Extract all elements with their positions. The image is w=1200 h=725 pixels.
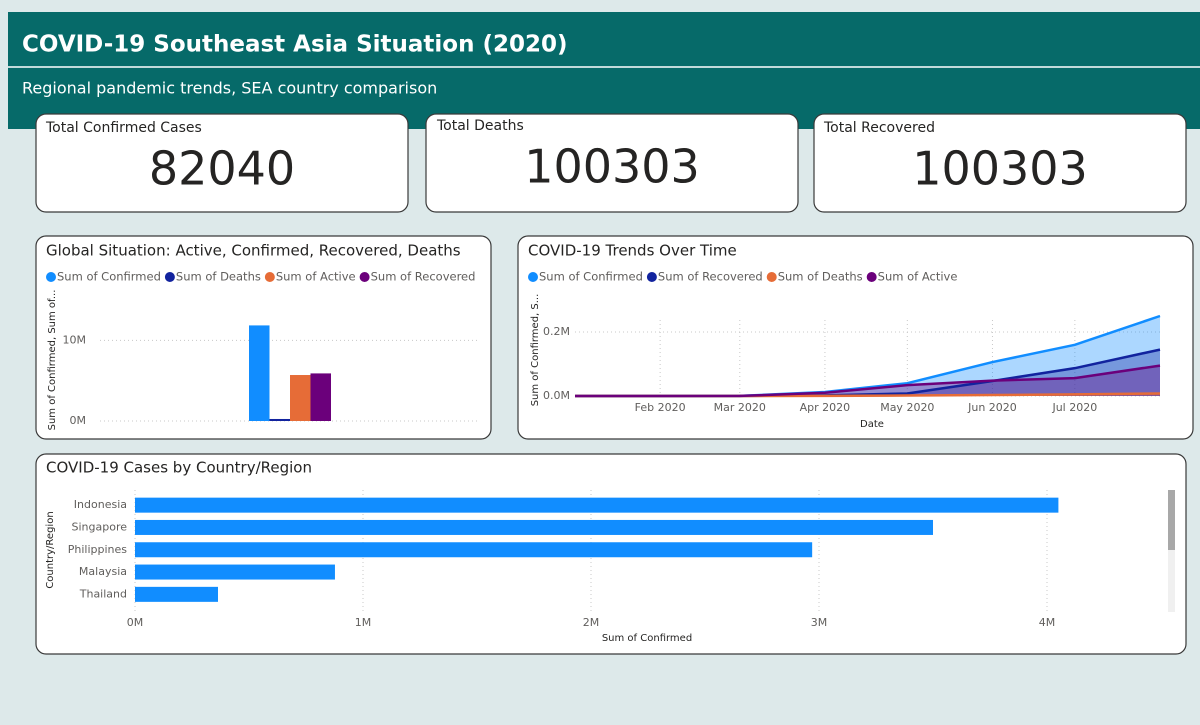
bar: [135, 586, 218, 602]
legend-marker: [866, 272, 877, 282]
legend-label: Sum of Confirmed: [539, 270, 643, 284]
legend-marker: [766, 272, 777, 282]
card-label: Total Deaths: [436, 118, 524, 134]
x-tick-label: May 2020: [880, 401, 934, 414]
legend-label: Sum of Confirmed: [57, 270, 161, 284]
legend-label: Sum of Active: [878, 270, 958, 284]
bar: [135, 497, 1059, 513]
bar: [290, 375, 311, 421]
x-tick-label: 1M: [355, 616, 372, 629]
bar: [269, 418, 290, 421]
card: [813, 113, 1187, 213]
x-tick-label: 2M: [583, 616, 600, 629]
card: [35, 113, 409, 213]
legend-marker: [46, 272, 56, 282]
x-tick-label: Apr 2020: [800, 401, 851, 414]
bar: [135, 542, 813, 558]
y-axis-title: Sum of Confirmed, S...: [530, 294, 541, 407]
chart-title: Global Situation: Active, Confirmed, Rec…: [46, 242, 461, 260]
legend-label: Sum of Recovered: [371, 270, 476, 284]
page-title: COVID-19 Southeast Asia Situation (2020): [22, 32, 568, 58]
page-subtitle: Regional pandemic trends, SEA country co…: [22, 79, 437, 98]
card-value: 100303: [912, 142, 1088, 196]
chart-title: COVID-19 Trends Over Time: [528, 242, 737, 260]
legend-marker: [528, 272, 538, 282]
legend-label: Sum of Active: [276, 270, 356, 284]
line: [574, 364, 1161, 398]
legend-label: Sum of Deaths: [778, 270, 863, 284]
legend-marker: [646, 272, 657, 282]
y-axis-title: Country/Region: [45, 511, 56, 588]
y-tick-label: Singapore: [72, 520, 128, 533]
card-label: Total Recovered: [823, 120, 935, 136]
x-tick-label: 0M: [127, 616, 144, 629]
area: [575, 365, 1160, 396]
legend-marker: [164, 272, 175, 282]
scrollbar-thumb[interactable]: [1168, 490, 1175, 550]
x-tick-label: 3M: [811, 616, 828, 629]
y-tick-label: Thailand: [79, 587, 127, 600]
card-label: Total Confirmed Cases: [45, 120, 202, 136]
y-tick-label: 10M: [63, 333, 87, 346]
x-tick-label: Feb 2020: [635, 401, 686, 414]
y-tick-label: 0.0M: [543, 389, 570, 402]
bar: [310, 373, 331, 421]
card-value: 100303: [524, 140, 700, 194]
y-tick-label: Malaysia: [79, 565, 127, 578]
scrollbar-track[interactable]: [1168, 490, 1175, 612]
y-tick-label: 0.2M: [543, 325, 570, 338]
area: [575, 316, 1160, 396]
x-axis-title: Date: [860, 419, 884, 430]
bar: [135, 519, 933, 535]
x-tick-label: Jun 2020: [967, 401, 1017, 414]
legend-marker: [264, 272, 275, 282]
card-value: 82040: [149, 142, 295, 196]
x-tick-label: 4M: [1039, 616, 1056, 629]
chart-title: COVID-19 Cases by Country/Region: [46, 459, 312, 477]
legend-label: Sum of Recovered: [658, 270, 763, 284]
y-tick-label: Philippines: [68, 543, 128, 556]
header-band: [8, 12, 1200, 129]
y-tick-label: Indonesia: [74, 498, 127, 511]
x-axis-title: Sum of Confirmed: [602, 633, 692, 644]
x-tick-label: Mar 2020: [714, 401, 766, 414]
area: [575, 349, 1160, 396]
chart-panel: [517, 235, 1194, 440]
x-tick-label: Jul 2020: [1051, 401, 1097, 414]
bar: [249, 325, 270, 421]
legend-marker: [359, 272, 370, 282]
bar: [135, 564, 335, 580]
card: [425, 113, 799, 213]
y-axis-title: Sum of Confirmed, Sum of...: [47, 290, 58, 431]
legend-label: Sum of Deaths: [176, 270, 261, 284]
y-tick-label: 0M: [70, 414, 87, 427]
